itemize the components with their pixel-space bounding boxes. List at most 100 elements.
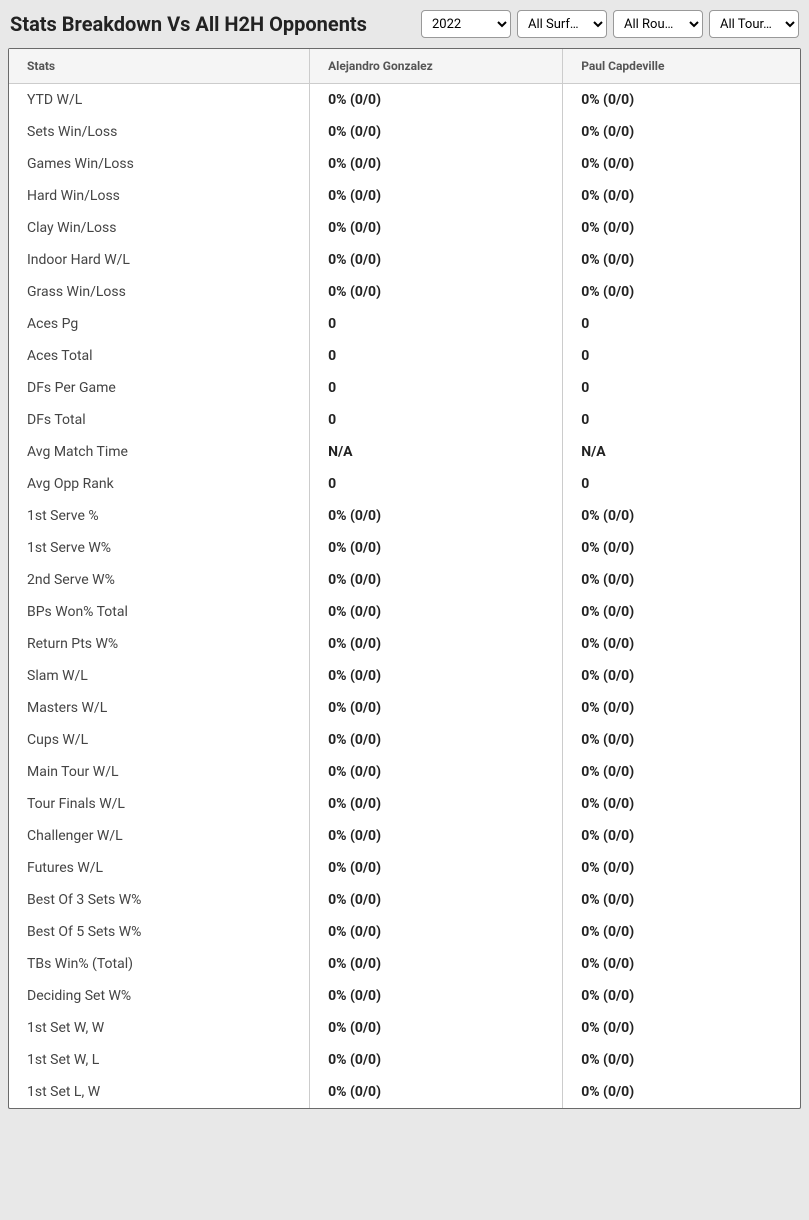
- table-row: Tour Finals W/L0% (0/0)0% (0/0): [9, 788, 800, 820]
- player1-value-cell: 0% (0/0): [310, 692, 563, 724]
- player1-value-cell: 0% (0/0): [310, 1012, 563, 1044]
- player2-value-cell: 0% (0/0): [563, 852, 800, 884]
- stat-name-cell: DFs Total: [9, 404, 310, 436]
- table-row: Futures W/L0% (0/0)0% (0/0): [9, 852, 800, 884]
- player2-value-cell: 0% (0/0): [563, 564, 800, 596]
- table-row: 2nd Serve W%0% (0/0)0% (0/0): [9, 564, 800, 596]
- player2-value-cell: 0: [563, 404, 800, 436]
- table-row: Hard Win/Loss0% (0/0)0% (0/0): [9, 180, 800, 212]
- table-row: 1st Serve W%0% (0/0)0% (0/0): [9, 532, 800, 564]
- player1-value-cell: N/A: [310, 436, 563, 468]
- player1-value-cell: 0% (0/0): [310, 724, 563, 756]
- player2-value-cell: 0% (0/0): [563, 500, 800, 532]
- player1-value-cell: 0% (0/0): [310, 116, 563, 148]
- player2-value-cell: 0% (0/0): [563, 244, 800, 276]
- player2-value-cell: 0% (0/0): [563, 596, 800, 628]
- player2-value-cell: 0% (0/0): [563, 1076, 800, 1108]
- player2-value-cell: 0: [563, 372, 800, 404]
- stats-table-container: Stats Alejandro Gonzalez Paul Capdeville…: [8, 48, 801, 1109]
- table-row: Challenger W/L0% (0/0)0% (0/0): [9, 820, 800, 852]
- stat-name-cell: Masters W/L: [9, 692, 310, 724]
- player2-value-cell: N/A: [563, 436, 800, 468]
- stat-name-cell: Deciding Set W%: [9, 980, 310, 1012]
- player2-value-cell: 0% (0/0): [563, 180, 800, 212]
- player1-value-cell: 0% (0/0): [310, 84, 563, 117]
- player1-value-cell: 0: [310, 340, 563, 372]
- stat-name-cell: BPs Won% Total: [9, 596, 310, 628]
- table-row: Masters W/L0% (0/0)0% (0/0): [9, 692, 800, 724]
- player2-value-cell: 0% (0/0): [563, 1044, 800, 1076]
- table-row: Games Win/Loss0% (0/0)0% (0/0): [9, 148, 800, 180]
- round-select[interactable]: All Rou…: [613, 10, 703, 38]
- player1-value-cell: 0% (0/0): [310, 980, 563, 1012]
- table-row: 1st Set W, L0% (0/0)0% (0/0): [9, 1044, 800, 1076]
- player2-value-cell: 0: [563, 308, 800, 340]
- stat-name-cell: 1st Set W, W: [9, 1012, 310, 1044]
- table-row: Best Of 3 Sets W%0% (0/0)0% (0/0): [9, 884, 800, 916]
- table-row: Slam W/L0% (0/0)0% (0/0): [9, 660, 800, 692]
- table-header-row: Stats Alejandro Gonzalez Paul Capdeville: [9, 49, 800, 84]
- player1-value-cell: 0% (0/0): [310, 1076, 563, 1108]
- stat-name-cell: Best Of 5 Sets W%: [9, 916, 310, 948]
- player1-value-cell: 0% (0/0): [310, 532, 563, 564]
- col-header-player1: Alejandro Gonzalez: [310, 49, 563, 84]
- table-row: DFs Per Game00: [9, 372, 800, 404]
- player1-value-cell: 0% (0/0): [310, 564, 563, 596]
- stat-name-cell: 2nd Serve W%: [9, 564, 310, 596]
- player2-value-cell: 0% (0/0): [563, 532, 800, 564]
- player1-value-cell: 0% (0/0): [310, 948, 563, 980]
- page-header: Stats Breakdown Vs All H2H Opponents 202…: [0, 0, 809, 48]
- table-body: YTD W/L0% (0/0)0% (0/0)Sets Win/Loss0% (…: [9, 84, 800, 1109]
- table-head: Stats Alejandro Gonzalez Paul Capdeville: [9, 49, 800, 84]
- table-row: Avg Match TimeN/AN/A: [9, 436, 800, 468]
- tour-select[interactable]: All Tour…: [709, 10, 799, 38]
- player2-value-cell: 0% (0/0): [563, 84, 800, 117]
- table-row: 1st Serve %0% (0/0)0% (0/0): [9, 500, 800, 532]
- player1-value-cell: 0% (0/0): [310, 660, 563, 692]
- table-row: DFs Total00: [9, 404, 800, 436]
- stat-name-cell: Main Tour W/L: [9, 756, 310, 788]
- player1-value-cell: 0: [310, 468, 563, 500]
- table-row: Clay Win/Loss0% (0/0)0% (0/0): [9, 212, 800, 244]
- stats-table: Stats Alejandro Gonzalez Paul Capdeville…: [9, 49, 800, 1108]
- player2-value-cell: 0% (0/0): [563, 1012, 800, 1044]
- year-select[interactable]: 2022: [421, 10, 511, 38]
- player1-value-cell: 0% (0/0): [310, 628, 563, 660]
- table-row: YTD W/L0% (0/0)0% (0/0): [9, 84, 800, 117]
- stat-name-cell: TBs Win% (Total): [9, 948, 310, 980]
- player1-value-cell: 0% (0/0): [310, 1044, 563, 1076]
- player1-value-cell: 0% (0/0): [310, 788, 563, 820]
- stat-name-cell: 1st Set L, W: [9, 1076, 310, 1108]
- player1-value-cell: 0% (0/0): [310, 500, 563, 532]
- surface-select[interactable]: All Surf…: [517, 10, 607, 38]
- player1-value-cell: 0: [310, 404, 563, 436]
- filters-group: 2022 All Surf… All Rou… All Tour…: [421, 10, 799, 38]
- player2-value-cell: 0: [563, 468, 800, 500]
- table-row: Grass Win/Loss0% (0/0)0% (0/0): [9, 276, 800, 308]
- player1-value-cell: 0% (0/0): [310, 756, 563, 788]
- table-row: Aces Pg00: [9, 308, 800, 340]
- stat-name-cell: Grass Win/Loss: [9, 276, 310, 308]
- player2-value-cell: 0% (0/0): [563, 980, 800, 1012]
- stat-name-cell: YTD W/L: [9, 84, 310, 117]
- table-row: Avg Opp Rank00: [9, 468, 800, 500]
- player2-value-cell: 0% (0/0): [563, 276, 800, 308]
- player1-value-cell: 0% (0/0): [310, 596, 563, 628]
- col-header-player2: Paul Capdeville: [563, 49, 800, 84]
- player1-value-cell: 0: [310, 308, 563, 340]
- player2-value-cell: 0% (0/0): [563, 628, 800, 660]
- table-row: 1st Set W, W0% (0/0)0% (0/0): [9, 1012, 800, 1044]
- stat-name-cell: Challenger W/L: [9, 820, 310, 852]
- player2-value-cell: 0% (0/0): [563, 724, 800, 756]
- stat-name-cell: Indoor Hard W/L: [9, 244, 310, 276]
- table-row: Deciding Set W%0% (0/0)0% (0/0): [9, 980, 800, 1012]
- stat-name-cell: Sets Win/Loss: [9, 116, 310, 148]
- player2-value-cell: 0% (0/0): [563, 148, 800, 180]
- table-row: Aces Total00: [9, 340, 800, 372]
- table-row: Sets Win/Loss0% (0/0)0% (0/0): [9, 116, 800, 148]
- player1-value-cell: 0% (0/0): [310, 276, 563, 308]
- stat-name-cell: 1st Set W, L: [9, 1044, 310, 1076]
- player1-value-cell: 0% (0/0): [310, 820, 563, 852]
- stat-name-cell: Avg Match Time: [9, 436, 310, 468]
- table-row: Indoor Hard W/L0% (0/0)0% (0/0): [9, 244, 800, 276]
